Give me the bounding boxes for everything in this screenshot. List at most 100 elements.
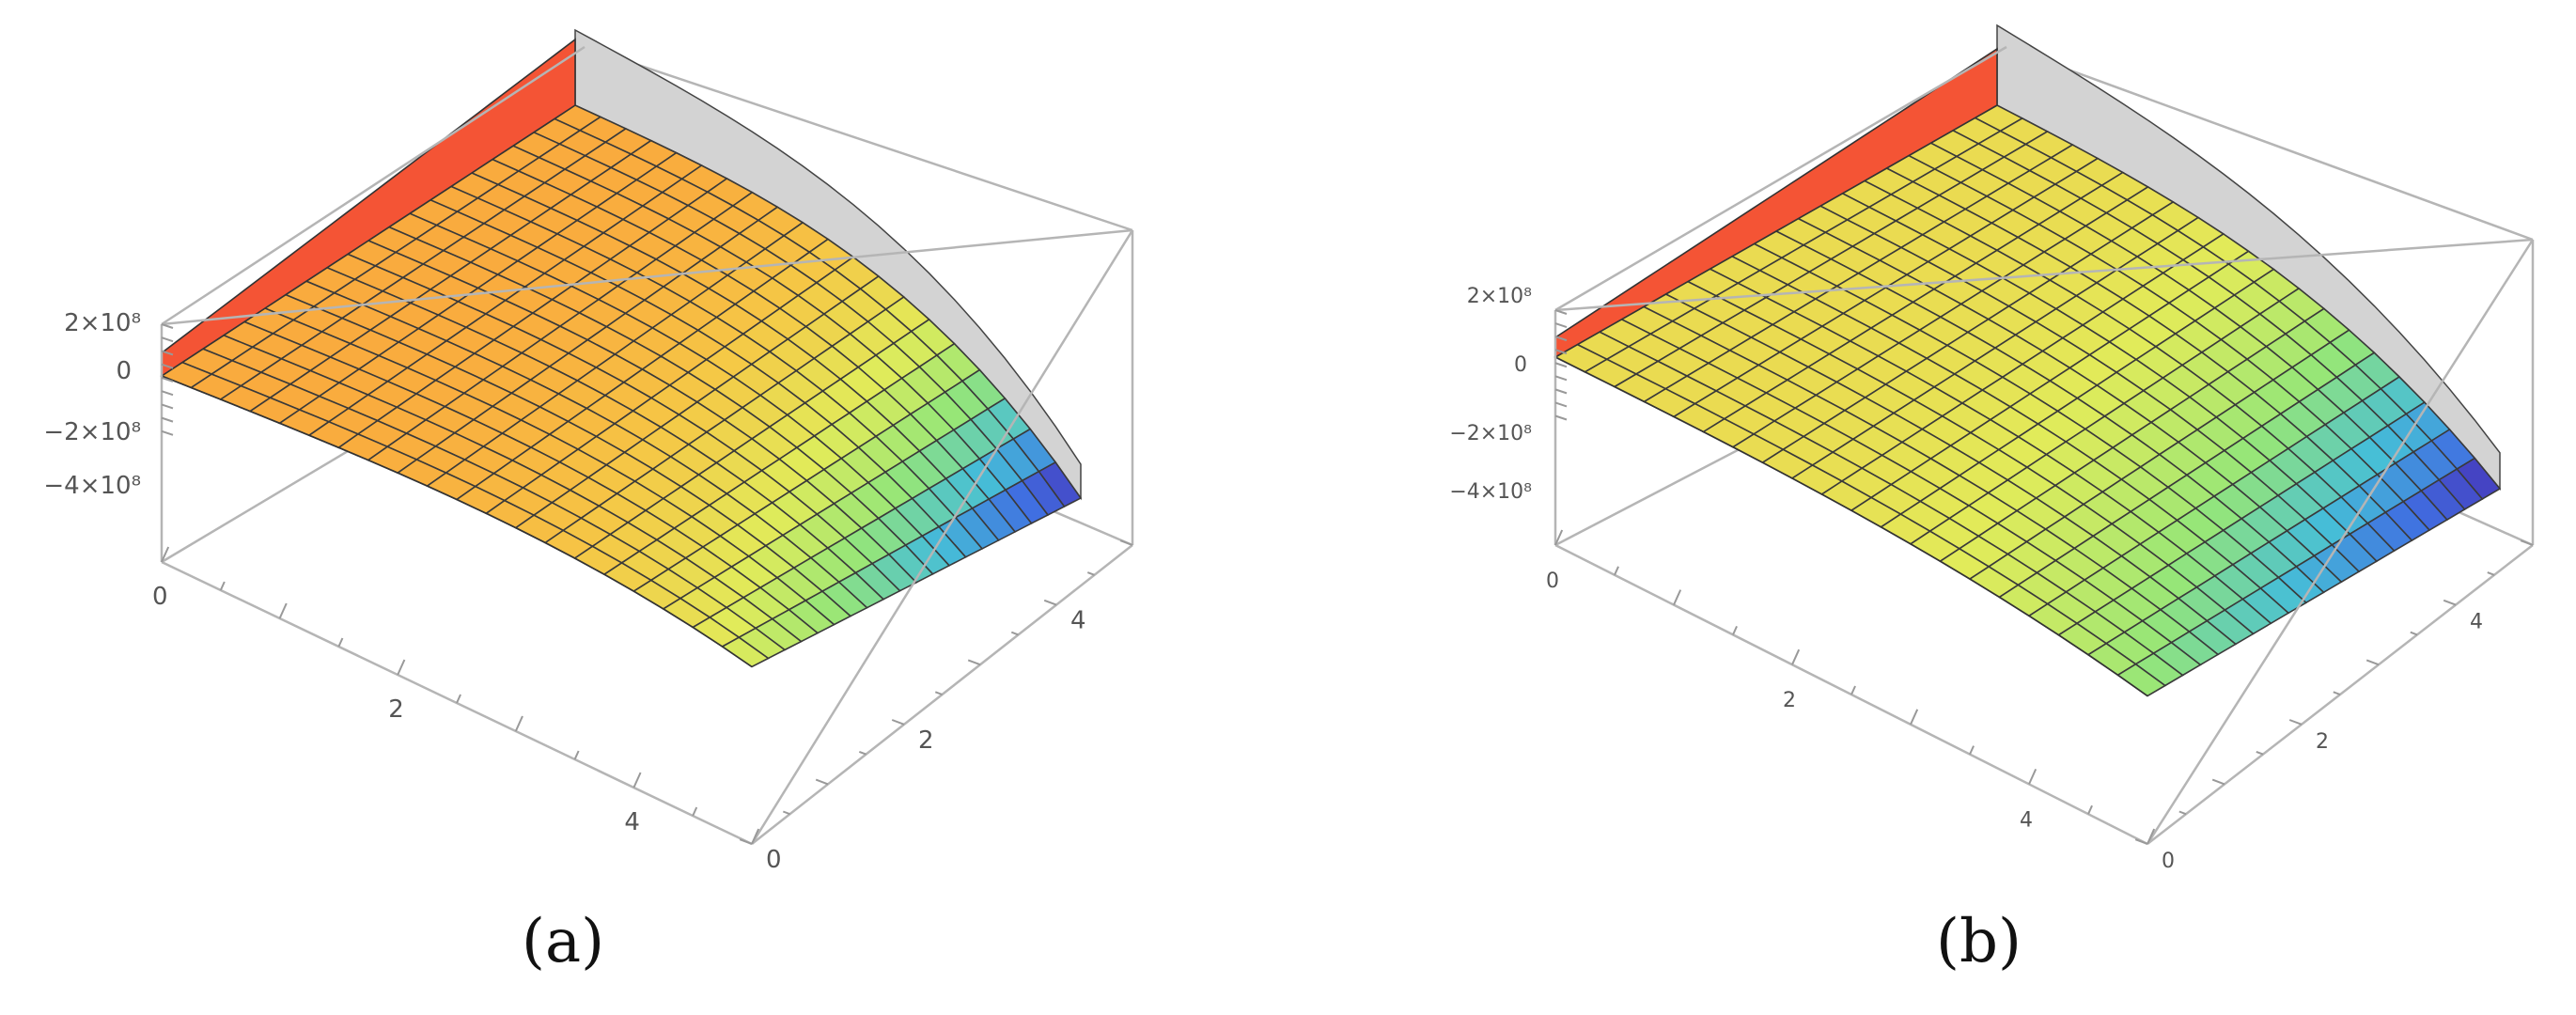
- y-axis-tick: [1010, 631, 1019, 636]
- y-axis-tick: [2211, 778, 2225, 786]
- box-edge-back-top: [2006, 45, 2534, 242]
- x-tick-label: 4: [2020, 808, 2033, 832]
- y-tick-label: 0: [2162, 850, 2175, 873]
- z-tick-label: −4×10⁸: [43, 472, 141, 500]
- z-tick-label: 2×10⁸: [1467, 285, 1532, 308]
- y-axis-tick: [2443, 599, 2457, 606]
- box-edge-front-top: [161, 228, 1133, 326]
- x-axis-tick: [751, 828, 760, 845]
- surface-front-face: [161, 375, 753, 668]
- box-edge-front-top: [1554, 238, 2534, 312]
- caption-b-text: (b): [1936, 907, 2022, 976]
- surface-left-wall: [1554, 47, 1998, 359]
- z-axis-tick: [161, 376, 174, 383]
- y-axis-tick: [1043, 599, 1057, 606]
- y-axis-tick: [2178, 810, 2187, 816]
- x-axis-tick: [692, 806, 698, 817]
- x-axis-tick: [1614, 566, 1619, 576]
- x-axis-tick: [219, 581, 226, 591]
- y-axis-tick: [2365, 659, 2380, 666]
- x-axis-tick: [573, 750, 580, 760]
- surface-left-wall: [161, 38, 576, 378]
- y-axis-tick: [2288, 719, 2303, 726]
- y-axis-tick: [2256, 750, 2264, 756]
- z-tick-label: 2×10⁸: [64, 309, 141, 337]
- z-tick-label: −2×10⁸: [43, 418, 141, 446]
- x-axis-tick: [632, 772, 642, 789]
- y-axis-tick: [1086, 571, 1095, 576]
- z-axis-tick: [161, 336, 174, 343]
- z-axis-tick: [1554, 362, 1568, 368]
- chart-panel-b: 0 2 4 0 2 4 2×10⁸ 0 −2×10⁸ −4×10⁸: [1288, 0, 2575, 1015]
- z-axis-tick: [1554, 388, 1568, 395]
- x-tick-label: 0: [1546, 570, 1559, 593]
- y-axis-tick: [858, 750, 866, 756]
- chart-panel-a: 0 2 4 0 2 4 2×10⁸ 0 −2×10⁸ −4×10⁸: [43, 28, 1134, 874]
- x-tick-label: 0: [152, 583, 168, 611]
- caption-a-text: (a): [522, 907, 605, 976]
- x-axis-tick: [1910, 709, 1919, 726]
- y-tick-label: 4: [1070, 607, 1086, 635]
- x-axis-tick: [278, 602, 288, 619]
- x-axis-tick: [2028, 768, 2037, 785]
- box-edge-front-right-vertical: [2146, 239, 2535, 845]
- x-tick-label: 4: [624, 808, 640, 836]
- z-tick-label: 0: [116, 357, 132, 385]
- y-axis-tick: [891, 719, 905, 726]
- x-axis-tick: [1732, 625, 1738, 635]
- z-axis-tick: [1554, 375, 1568, 382]
- y-axis-tick: [2487, 571, 2495, 576]
- z-axis-tick: [1554, 414, 1568, 421]
- z-axis-tick: [161, 390, 174, 397]
- y-tick-label: 0: [766, 846, 782, 874]
- x-axis-tick: [1554, 529, 1564, 546]
- y-axis-tick: [815, 778, 829, 786]
- z-axis-tick: [1554, 336, 1568, 342]
- x-axis-tick: [514, 715, 523, 732]
- y-axis-tick: [739, 838, 753, 845]
- surface-plot-b: 0 2 4 0 2 4 2×10⁸ 0 −2×10⁸ −4×10⁸: [1449, 23, 2535, 873]
- y-axis-tick: [967, 659, 981, 666]
- box-edge-front-right-vertical: [750, 229, 1134, 845]
- caption-b: (b): [1936, 907, 2022, 976]
- x-axis-tick: [397, 659, 406, 676]
- z-axis-tick: [161, 363, 174, 369]
- x-axis-tick: [1791, 648, 1801, 665]
- x-axis-tick: [456, 694, 461, 704]
- z-axis-tick: [1554, 349, 1568, 355]
- plot-group-b: 0 2 4 0 2 4 2×10⁸ 0 −2×10⁸ −4×10⁸: [1449, 23, 2535, 873]
- surface-front-face: [1554, 356, 2148, 697]
- y-axis-tick: [2410, 631, 2418, 636]
- z-axis-tick: [161, 429, 174, 436]
- y-tick-label: 4: [2470, 611, 2483, 634]
- caption-a: (a): [522, 907, 604, 976]
- z-axis-tick: [161, 350, 174, 356]
- x-tick-label: 2: [388, 695, 404, 724]
- plot-group-a: 0 2 4 0 2 4 2×10⁸ 0 −2×10⁸ −4×10⁸: [43, 28, 1134, 874]
- box-edge-left-top: [1554, 45, 2007, 312]
- y-axis-tick: [2134, 838, 2148, 845]
- x-axis-tick: [1850, 685, 1856, 695]
- y-axis-tick: [782, 810, 790, 816]
- y-axis-tick: [2333, 691, 2341, 695]
- z-axis-tick: [1554, 401, 1568, 408]
- z-tick-label: −4×10⁸: [1449, 480, 1532, 504]
- x-axis-tick: [1673, 589, 1682, 606]
- z-axis-tick: [1554, 322, 1568, 329]
- z-axis-tick: [161, 416, 174, 423]
- x-tick-label: 2: [1783, 689, 1796, 712]
- z-tick-label: 0: [1514, 353, 1527, 377]
- y-axis-tick: [2520, 539, 2534, 546]
- x-axis-tick: [337, 637, 344, 648]
- z-axis-tick: [161, 323, 174, 329]
- x-axis-tick: [161, 546, 170, 563]
- box-edge-left-top: [161, 45, 585, 326]
- y-tick-label: 2: [2316, 730, 2329, 754]
- x-axis-tick: [2087, 804, 2093, 815]
- x-axis-tick: [1969, 745, 1975, 756]
- z-axis-tick: [161, 403, 174, 410]
- y-axis-tick: [1119, 539, 1133, 546]
- y-axis-tick: [934, 691, 943, 695]
- x-axis-tick: [2147, 828, 2156, 845]
- y-tick-label: 2: [918, 726, 934, 755]
